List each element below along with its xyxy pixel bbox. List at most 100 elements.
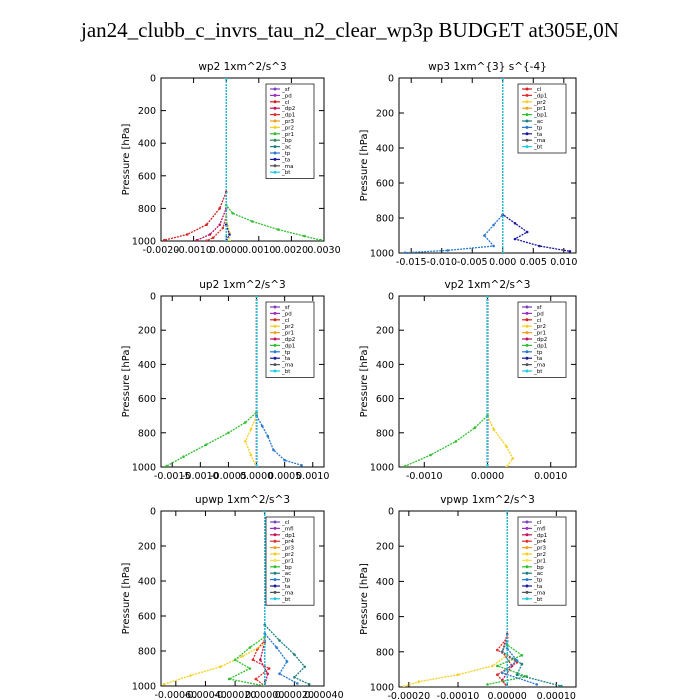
legend-label: _ma [281, 363, 293, 369]
series-line [164, 78, 227, 241]
series-point [218, 207, 221, 210]
series-line [163, 511, 266, 685]
y-tick-label: 800 [138, 428, 156, 439]
x-tick-label: -0.00020 [387, 691, 430, 700]
legend-label: _dp1 [281, 113, 295, 119]
legend-marker [525, 571, 529, 575]
series-point [446, 249, 450, 252]
legend-marker [273, 337, 277, 341]
series-point [224, 223, 228, 226]
y-tick-label: 400 [376, 144, 394, 155]
y-axis-label: Pressure [hPa] [359, 563, 370, 635]
series-point [228, 233, 231, 236]
legend-label: _tp [533, 125, 543, 131]
series-point [263, 684, 266, 686]
legend-label: _bp [533, 565, 544, 571]
legend-marker [525, 578, 529, 582]
panel-title: wp3 1xm^{3} s^{-4} [428, 61, 547, 73]
series-point [492, 428, 496, 431]
x-tick-label: -0.00020 [214, 690, 257, 700]
y-tick-label: 600 [376, 612, 394, 623]
series-point [249, 428, 253, 431]
legend-label: _bt [281, 170, 291, 176]
legend-marker [525, 138, 529, 142]
legend-label: _pr1 [533, 331, 546, 337]
x-tick-label: 0.0000 [210, 245, 243, 256]
legend-label: _bp [281, 565, 292, 571]
legend-label: _bp1 [533, 113, 547, 119]
legend-label: _dp2 [281, 337, 295, 343]
y-tick-label: 0 [150, 507, 156, 518]
panel-5: upwp 1xm^2/s^3 Pressure [hPa] 0 200 400 600 80… [121, 494, 344, 700]
legend-marker [273, 343, 277, 347]
panel-1: wp2 1xm^2/s^3 Pressure [hPa] 0 200 400 600 800… [121, 61, 341, 256]
legend-label: _pr3 [281, 546, 295, 552]
x-tick-label: -0.0010 [182, 471, 219, 482]
series-line [405, 78, 504, 253]
legend-label: _pr1 [533, 558, 546, 564]
legend-marker [273, 350, 277, 354]
legend-label: _dp2 [281, 106, 295, 112]
series-line [166, 296, 258, 467]
y-tick-label: 200 [376, 326, 394, 337]
legend-label: _ta [533, 132, 542, 138]
legend-marker [525, 305, 529, 309]
series-point [285, 660, 289, 663]
legend-label: _ta [281, 356, 290, 362]
legend-label: _bt [533, 369, 543, 375]
legend-label: _ac [533, 119, 543, 125]
series-point [195, 238, 199, 241]
x-tick-label: 0.0000 [240, 471, 273, 482]
series-point [496, 673, 499, 676]
series-point [520, 654, 524, 657]
legend: _cl_dp1_pr2_pr1_bp1_ac_tp_ta_ma_bt [517, 83, 567, 154]
series-point [244, 421, 247, 424]
series-point [249, 453, 253, 457]
legend-marker [273, 157, 277, 161]
series-point [505, 445, 508, 448]
series-point [208, 233, 212, 236]
series-line [405, 296, 489, 467]
legend-marker [273, 584, 277, 588]
plot-frame [398, 77, 577, 254]
legend-label: _mfl [533, 526, 546, 532]
legend-marker [525, 526, 529, 530]
legend-marker [525, 324, 529, 328]
series-point [277, 228, 280, 231]
series-point [227, 677, 231, 681]
legend-marker [525, 337, 529, 341]
legend-label: _dp1 [533, 343, 547, 349]
x-tick-label: -0.00060 [154, 690, 197, 700]
legend-marker [273, 145, 277, 149]
legend-marker [525, 343, 529, 347]
y-tick-label: 1000 [370, 463, 394, 474]
series-point [221, 226, 225, 230]
legend-marker [273, 539, 277, 543]
y-tick-label: 1000 [132, 682, 156, 693]
legend-label: _ma [533, 363, 545, 369]
series-point [224, 78, 228, 80]
legend-marker [525, 552, 529, 556]
y-tick-label: 1000 [370, 683, 394, 694]
panel-title: vp2 1xm^2/s^3 [445, 279, 531, 291]
y-axis-label: Pressure [hPa] [121, 346, 132, 418]
series-point [568, 250, 572, 253]
series-point [486, 296, 489, 298]
legend-label: _ac [281, 571, 291, 577]
series-point [513, 222, 517, 225]
legend-marker [273, 125, 277, 129]
legend-label: _bt [281, 597, 291, 603]
series-point [211, 236, 215, 239]
legend-marker [525, 119, 529, 123]
series-point [219, 665, 222, 669]
figure-title: jan24_clubb_c_invrs_tau_n2_clear_wp3p BU… [81, 18, 619, 42]
legend-label: _dp1 [533, 93, 547, 99]
y-tick-label: 1000 [132, 237, 156, 248]
legend: _cl_mfl_dp1_pr4_pr3_pr2_pr1_bp_ac_tp_ta_… [517, 516, 567, 606]
plot-frame [160, 510, 325, 687]
series-point [520, 662, 524, 666]
legend-label: _pr1 [281, 331, 294, 337]
series-point [275, 646, 278, 649]
legend-label: _pr3 [533, 546, 547, 552]
x-tick-label: -0.0010 [406, 471, 443, 482]
